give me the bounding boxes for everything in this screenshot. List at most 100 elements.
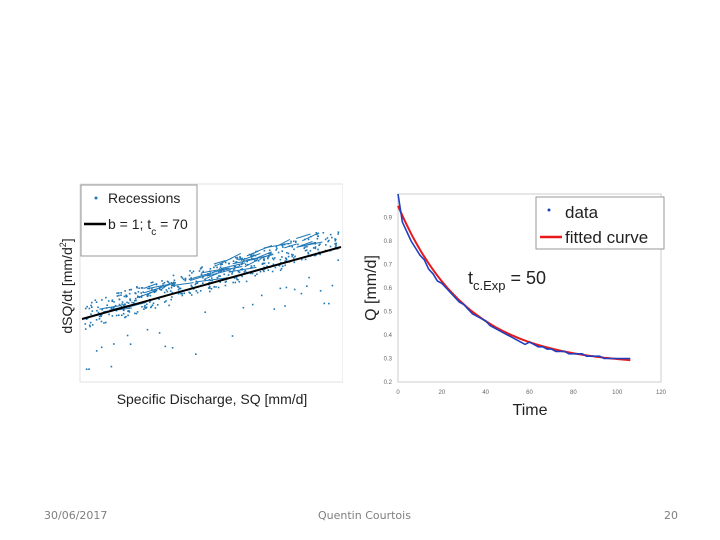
footer-page-number: 20 (664, 509, 678, 522)
recession-point (238, 271, 241, 273)
recession-point (136, 286, 138, 288)
legend-fit-label: b = 1; tc = 70 (108, 216, 188, 238)
recession-point (133, 302, 135, 304)
recession-point (331, 284, 334, 287)
recession-point (291, 255, 293, 258)
recession-point (130, 288, 132, 291)
recession-streak (228, 266, 257, 273)
recession-point (91, 306, 93, 308)
recession-point (208, 287, 211, 289)
recession-point (316, 237, 319, 240)
recession-point (100, 315, 102, 318)
recession-point (281, 244, 284, 247)
recession-point (262, 262, 265, 265)
recession-point (120, 305, 123, 307)
recession-point (210, 272, 212, 274)
recession-point (105, 296, 107, 299)
y-tick-label: 0.4 (384, 333, 393, 339)
recession-point (215, 286, 217, 288)
recession-point (271, 257, 274, 260)
recession-point (127, 302, 130, 304)
recession-point (178, 287, 181, 290)
recession-point (149, 294, 152, 297)
recession-point (235, 261, 238, 263)
recession-point (224, 261, 227, 264)
recession-point (262, 269, 265, 272)
recession-point (90, 313, 92, 315)
recession-point (314, 246, 317, 248)
recession-point (274, 266, 277, 269)
recession-point (301, 258, 303, 261)
recession-point (218, 268, 221, 270)
recession-point (115, 314, 118, 317)
recession-point (124, 316, 126, 319)
recession-point (122, 309, 125, 311)
legend-recessions-marker (94, 196, 98, 200)
recession-point (128, 311, 131, 313)
recession-point (273, 257, 276, 259)
recession-point (234, 265, 237, 268)
recession-point (267, 256, 269, 259)
recession-point (120, 294, 122, 296)
recession-point (306, 285, 308, 287)
recession-point (326, 237, 329, 239)
recession-point (91, 310, 94, 312)
recession-point (115, 309, 118, 312)
recession-point (220, 270, 223, 272)
recession-point (84, 307, 87, 310)
recession-point (162, 283, 164, 285)
recession-point (125, 294, 127, 296)
recession-point (317, 235, 319, 238)
recession-point (304, 246, 306, 248)
recession-point (276, 247, 278, 250)
recession-point (145, 306, 148, 309)
recession-point (168, 287, 170, 290)
recession-streak (278, 238, 291, 247)
recession-point (293, 288, 296, 291)
recession-point (188, 291, 190, 294)
recession-point (275, 246, 278, 248)
recession-point (199, 290, 202, 292)
recession-point (121, 314, 123, 317)
legend-recessions-label: Recessions (108, 190, 180, 206)
recession-point (112, 307, 115, 309)
recession-point (146, 293, 149, 296)
recession-point (140, 296, 143, 298)
recession-point (171, 296, 173, 298)
recession-point (293, 261, 296, 264)
recession-streak (192, 272, 211, 279)
recession-point (103, 322, 105, 324)
recession-point (188, 278, 191, 281)
y-tick-label: 0.2 (384, 380, 393, 386)
recession-point (116, 292, 118, 294)
recession-point (335, 244, 337, 246)
recession-point (307, 251, 309, 254)
recession-point (273, 308, 276, 310)
recession-point (236, 278, 238, 281)
recession-point (213, 270, 216, 273)
recession-point (251, 272, 254, 275)
recession-point (90, 304, 92, 307)
recession-point (285, 260, 287, 262)
recession-point (110, 365, 113, 368)
recession-point (126, 334, 129, 337)
recession-point (113, 343, 115, 345)
recession-point (125, 296, 127, 298)
recession-point (177, 288, 180, 291)
recession-point (86, 305, 88, 308)
recession-point (324, 238, 327, 241)
recession-point (134, 312, 136, 315)
recession-point (170, 298, 172, 301)
recession-point (88, 368, 90, 370)
recession-streak (263, 242, 292, 249)
recession-point (151, 288, 153, 290)
recession-point (303, 247, 305, 249)
recession-point (213, 266, 215, 269)
right-ylabel: Q [mm/d] (363, 255, 380, 321)
recession-point (232, 269, 235, 271)
recession-point (88, 307, 91, 310)
q-time-chart: 0 20 40 60 80 100 1200.20.30.40.50.60.70.80.9 … (363, 193, 667, 419)
recession-point (315, 232, 318, 234)
recession-point (241, 263, 243, 266)
right-axis-ticks: 0 20 40 60 80 100 120 0.2 0.3 0.4 0.5 0.6 0.7 0.8 0.9 (384, 216, 667, 397)
